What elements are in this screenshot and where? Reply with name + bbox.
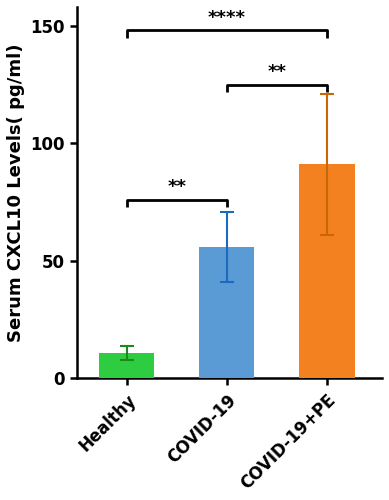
- Bar: [99, 352, 154, 378]
- Bar: [200, 247, 254, 378]
- Bar: [300, 164, 354, 378]
- Y-axis label: Serum CXCL10 Levels( pg/ml): Serum CXCL10 Levels( pg/ml): [7, 44, 25, 342]
- Text: **: **: [268, 63, 286, 81]
- Text: **: **: [167, 178, 186, 196]
- Text: ****: ****: [208, 9, 246, 27]
